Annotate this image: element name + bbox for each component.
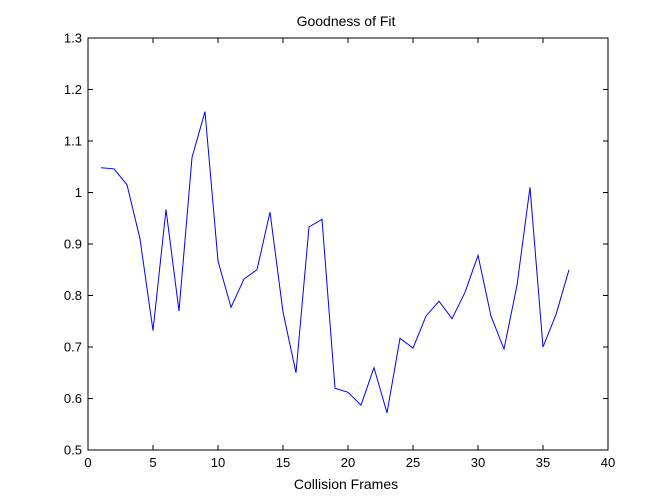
y-tick-label-0: 0.5 xyxy=(64,443,82,458)
y-tick-label-3: 0.8 xyxy=(64,288,82,303)
x-tick-label-8: 40 xyxy=(601,455,615,470)
y-tick-label-1: 0.6 xyxy=(64,391,82,406)
series-line-0 xyxy=(100,111,570,414)
x-tick-label-3: 15 xyxy=(276,455,290,470)
y-tick-label-8: 1.3 xyxy=(64,31,82,46)
x-tick-label-4: 20 xyxy=(341,455,355,470)
y-tick-label-2: 0.7 xyxy=(64,340,82,355)
y-tick-label-6: 1.1 xyxy=(64,134,82,149)
x-tick-label-0: 0 xyxy=(84,455,91,470)
x-tick-label-5: 25 xyxy=(406,455,420,470)
x-tick-label-6: 30 xyxy=(471,455,485,470)
x-tick-label-1: 5 xyxy=(149,455,156,470)
y-tick-label-5: 1 xyxy=(75,185,82,200)
plot-frame xyxy=(87,37,609,451)
x-axis-label: Collision Frames xyxy=(294,476,398,492)
x-tick-label-2: 10 xyxy=(211,455,225,470)
x-tick-label-7: 35 xyxy=(536,455,550,470)
chart-title: Goodness of Fit xyxy=(297,13,396,29)
plot-area: 0 5 10 15 20 25 30 35 40 0.5 0.6 0.7 0.8 0.9 1 1.1 1.2 1.… xyxy=(64,31,615,471)
y-tick-label-7: 1.2 xyxy=(64,82,82,97)
y-tick-label-4: 0.9 xyxy=(64,237,82,252)
